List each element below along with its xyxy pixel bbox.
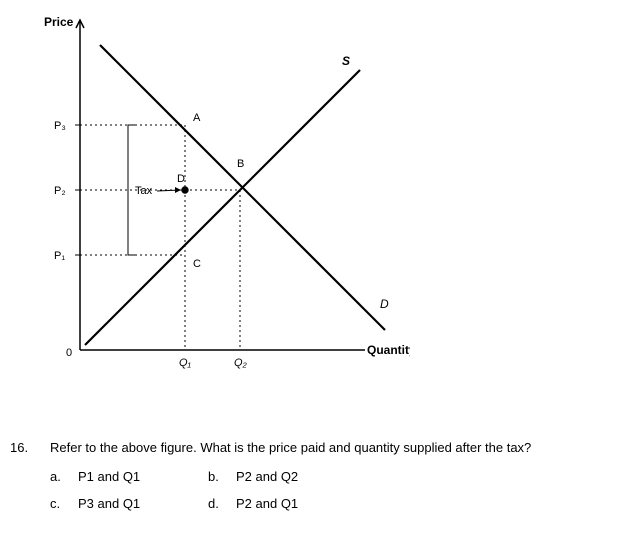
svg-text:Q₁: Q₁ xyxy=(179,357,192,369)
svg-text:D: D xyxy=(177,173,185,185)
svg-text:A: A xyxy=(193,112,201,124)
choices: a. P1 and Q1 b. P2 and Q2 c. P3 and Q1 d… xyxy=(50,469,618,511)
choice-b[interactable]: b. P2 and Q2 xyxy=(208,469,336,484)
svg-text:Q₂: Q₂ xyxy=(234,357,248,369)
svg-text:P₃: P₃ xyxy=(54,120,66,132)
question-number: 16. xyxy=(10,440,50,455)
svg-text:B: B xyxy=(237,158,244,170)
svg-text:Quantity: Quantity xyxy=(367,343,410,357)
choice-c[interactable]: c. P3 and Q1 xyxy=(50,496,178,511)
svg-text:C: C xyxy=(193,258,201,270)
svg-text:P₁: P₁ xyxy=(54,250,65,262)
svg-text:Tax: Tax xyxy=(135,185,153,197)
supply-demand-chart: Price Quantity 0 P₁ P₂ P₃ Q₁ Q₂ S D Tax A B C D xyxy=(30,10,450,410)
svg-text:S: S xyxy=(342,54,350,68)
question-block: 16. Refer to the above figure. What is t… xyxy=(10,440,618,511)
choice-a[interactable]: a. P1 and Q1 xyxy=(50,469,178,484)
svg-text:Price: Price xyxy=(44,15,74,29)
svg-text:P₂: P₂ xyxy=(54,185,66,197)
question-text: Refer to the above figure. What is the p… xyxy=(50,440,618,455)
svg-text:0: 0 xyxy=(66,347,72,359)
choice-d[interactable]: d. P2 and Q1 xyxy=(208,496,336,511)
svg-text:D: D xyxy=(380,297,389,311)
